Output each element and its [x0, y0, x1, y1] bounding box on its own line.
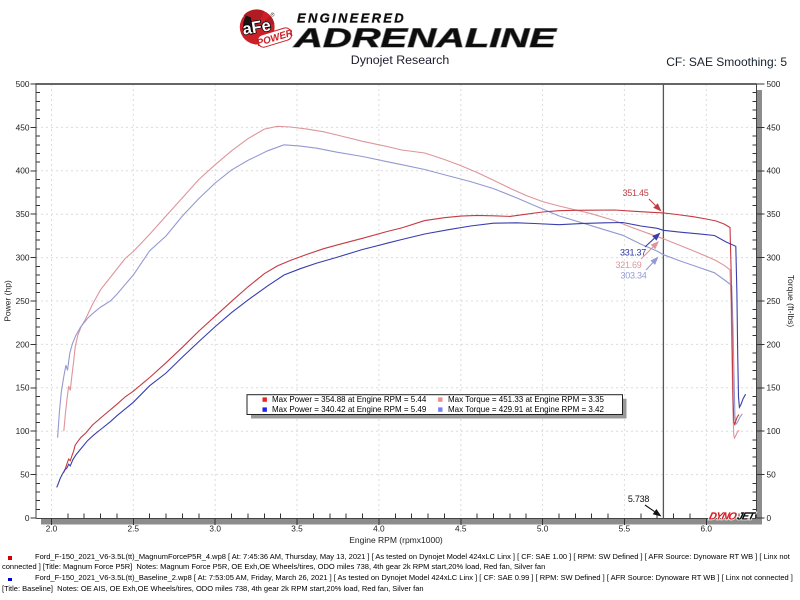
- svg-text:DYNO: DYNO: [708, 512, 738, 523]
- svg-text:50: 50: [20, 470, 30, 480]
- svg-text:0: 0: [25, 513, 30, 523]
- svg-text:0: 0: [767, 513, 772, 523]
- svg-text:ENGINEERED: ENGINEERED: [297, 11, 406, 26]
- svg-text:350: 350: [16, 209, 30, 219]
- svg-text:331.37: 331.37: [620, 248, 646, 258]
- svg-text:5.0: 5.0: [537, 524, 549, 534]
- svg-text:200: 200: [767, 339, 781, 349]
- svg-text:5.738: 5.738: [628, 494, 650, 504]
- svg-text:Max Torque = 429.91 at Engine: Max Torque = 429.91 at Engine RPM = 3.42: [448, 405, 605, 414]
- svg-text:6.0: 6.0: [701, 524, 713, 534]
- svg-text:100: 100: [16, 426, 30, 436]
- svg-text:300: 300: [16, 253, 30, 263]
- svg-text:Max Power = 354.88 at Engine R: Max Power = 354.88 at Engine RPM = 5.44: [272, 395, 427, 404]
- svg-text:3.0: 3.0: [209, 524, 221, 534]
- svg-text:Power (hp): Power (hp): [3, 280, 13, 322]
- svg-text:JET: JET: [736, 512, 758, 523]
- svg-text:500: 500: [16, 79, 30, 89]
- svg-text:350: 350: [767, 209, 781, 219]
- svg-text:500: 500: [767, 79, 781, 89]
- svg-text:300: 300: [767, 253, 781, 263]
- svg-text:321.69: 321.69: [615, 260, 641, 270]
- svg-text:450: 450: [767, 122, 781, 132]
- svg-text:250: 250: [16, 296, 30, 306]
- svg-text:Max Torque = 451.33 at Engine: Max Torque = 451.33 at Engine RPM = 3.35: [448, 395, 605, 404]
- svg-text:4.5: 4.5: [455, 524, 467, 534]
- svg-text:351.45: 351.45: [622, 188, 648, 198]
- svg-text:200: 200: [16, 339, 30, 349]
- svg-text:JET: JET: [736, 512, 758, 523]
- svg-text:150: 150: [16, 383, 30, 393]
- svg-text:250: 250: [767, 296, 781, 306]
- svg-text:®: ®: [271, 12, 275, 19]
- svg-text:2.5: 2.5: [128, 524, 140, 534]
- svg-text:100: 100: [767, 426, 781, 436]
- svg-text:Torque (ft-lbs): Torque (ft-lbs): [786, 275, 796, 328]
- svg-text:4.0: 4.0: [373, 524, 385, 534]
- svg-text:DYNO: DYNO: [708, 512, 738, 523]
- svg-text:303.34: 303.34: [620, 271, 646, 281]
- svg-text:450: 450: [16, 122, 30, 132]
- svg-text:400: 400: [767, 166, 781, 176]
- svg-text:Max Power = 340.42 at Engine R: Max Power = 340.42 at Engine RPM = 5.49: [272, 405, 427, 414]
- svg-text:ADRENALINE: ADRENALINE: [293, 23, 558, 53]
- svg-text:aFe: aFe: [241, 16, 272, 38]
- svg-text:3.5: 3.5: [291, 524, 303, 534]
- svg-text:5.5: 5.5: [619, 524, 631, 534]
- svg-text:2.0: 2.0: [46, 524, 58, 534]
- svg-text:50: 50: [767, 470, 777, 480]
- svg-text:Engine RPM (rpmx1000): Engine RPM (rpmx1000): [349, 535, 443, 545]
- svg-text:400: 400: [16, 166, 30, 176]
- svg-text:150: 150: [767, 383, 781, 393]
